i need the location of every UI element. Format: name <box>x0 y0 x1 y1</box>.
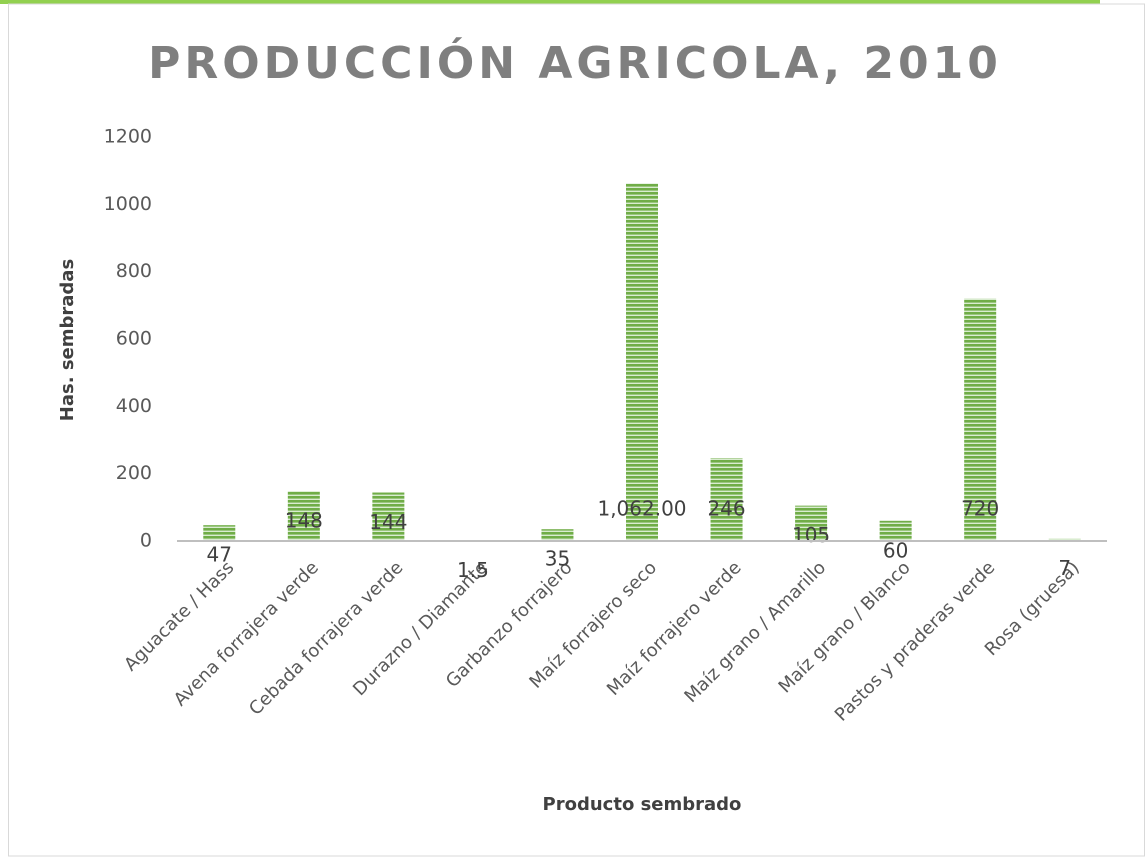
value-label: 7 <box>1058 556 1071 580</box>
value-label: 246 <box>707 497 745 521</box>
bar <box>964 298 997 541</box>
value-label: 1.5 <box>457 558 489 582</box>
bar <box>541 529 574 541</box>
x-tick-label: Pastos y praderas verde <box>831 557 999 725</box>
y-tick-label: 1200 <box>104 126 152 148</box>
y-tick-label: 400 <box>116 395 152 417</box>
x-tick-label: Maíz grano / Amarillo <box>680 557 830 707</box>
y-tick-label: 800 <box>116 260 152 282</box>
top-border <box>0 0 1100 4</box>
y-tick-label: 200 <box>116 462 152 484</box>
value-label: 144 <box>369 510 407 534</box>
bar <box>710 458 743 541</box>
value-label: 60 <box>883 538 908 562</box>
value-label: 720 <box>961 497 999 521</box>
y-tick-label: 1000 <box>104 193 152 215</box>
y-tick-label: 0 <box>140 530 152 552</box>
value-label: 35 <box>545 547 570 571</box>
y-tick-label: 600 <box>116 328 152 350</box>
bar <box>287 491 320 541</box>
bar <box>1048 538 1081 541</box>
value-label: 105 <box>792 523 830 547</box>
bar <box>879 520 912 541</box>
value-label: 1,062.00 <box>597 497 686 521</box>
bar <box>626 183 658 541</box>
value-label: 47 <box>207 543 232 567</box>
chart-title: PRODUCCIÓN AGRICOLA, 2010 <box>148 36 1002 89</box>
x-tick-label: Cebada forrajera verde <box>245 557 407 719</box>
bar <box>372 492 405 541</box>
x-tick-label: Avena forrajera verde <box>170 557 323 710</box>
value-label: 148 <box>285 509 323 533</box>
bar <box>203 525 236 541</box>
chart-frame <box>8 3 1145 857</box>
bar <box>795 505 828 541</box>
y-axis-title: Has. sembradas <box>57 259 78 421</box>
x-axis-title: Producto sembrado <box>543 794 742 815</box>
